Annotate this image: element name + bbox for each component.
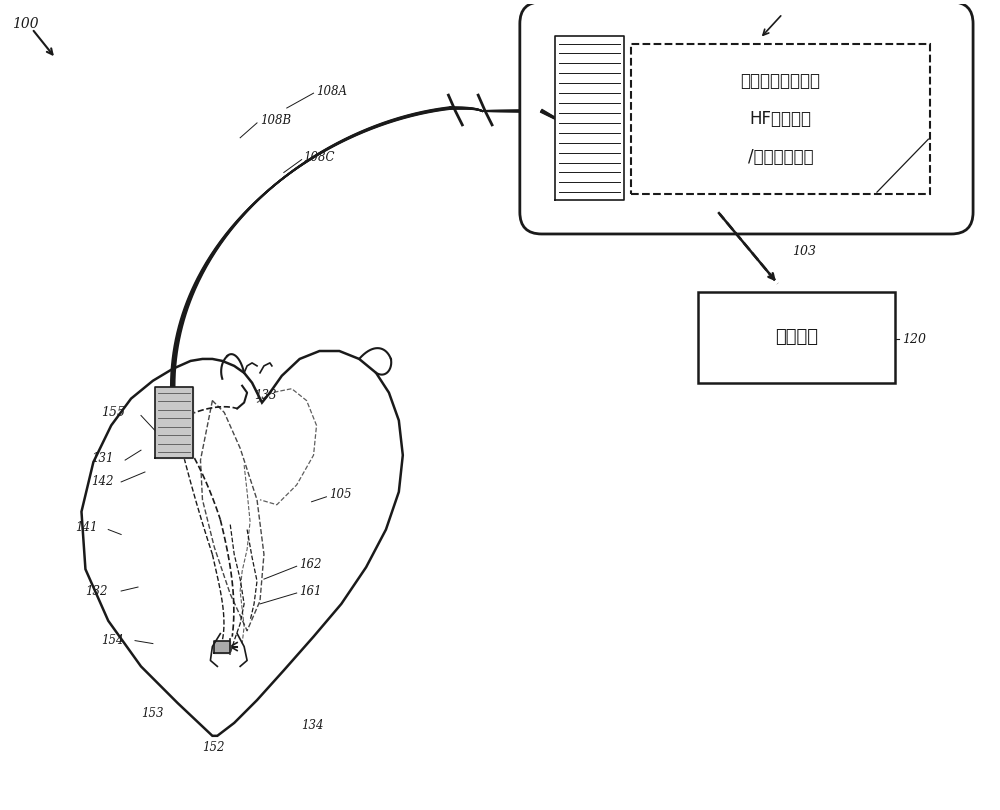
Polygon shape	[155, 386, 193, 458]
Text: 108C: 108C	[304, 151, 335, 164]
Text: 112: 112	[946, 114, 970, 127]
Text: 141: 141	[76, 521, 98, 534]
Text: HF事件检测: HF事件检测	[750, 110, 812, 128]
Text: 161: 161	[300, 585, 322, 598]
FancyBboxPatch shape	[520, 2, 973, 234]
Text: 132: 132	[85, 585, 108, 598]
Text: 131: 131	[91, 452, 114, 465]
FancyBboxPatch shape	[631, 44, 930, 194]
Polygon shape	[555, 36, 624, 200]
Text: 134: 134	[302, 719, 324, 732]
FancyBboxPatch shape	[698, 292, 895, 383]
Text: 基于分类器融合的: 基于分类器融合的	[741, 72, 821, 90]
Text: 142: 142	[91, 475, 114, 488]
Text: 105: 105	[329, 488, 352, 501]
Text: 133: 133	[254, 389, 277, 402]
Text: 111: 111	[917, 37, 941, 50]
Text: 103: 103	[793, 245, 817, 258]
Text: 162: 162	[300, 558, 322, 571]
Text: 外部系统: 外部系统	[775, 328, 818, 346]
Text: 120: 120	[902, 333, 926, 346]
Text: 100: 100	[12, 17, 39, 31]
Text: 108B: 108B	[260, 114, 291, 127]
Text: 108A: 108A	[317, 85, 348, 98]
Text: 152: 152	[202, 741, 225, 754]
Text: 110: 110	[786, 4, 810, 17]
Text: 153: 153	[141, 706, 163, 719]
Text: 113: 113	[877, 188, 901, 201]
Text: 154: 154	[101, 634, 124, 647]
Text: 155: 155	[101, 406, 125, 419]
Text: /风险评估电路: /风险评估电路	[748, 147, 813, 165]
